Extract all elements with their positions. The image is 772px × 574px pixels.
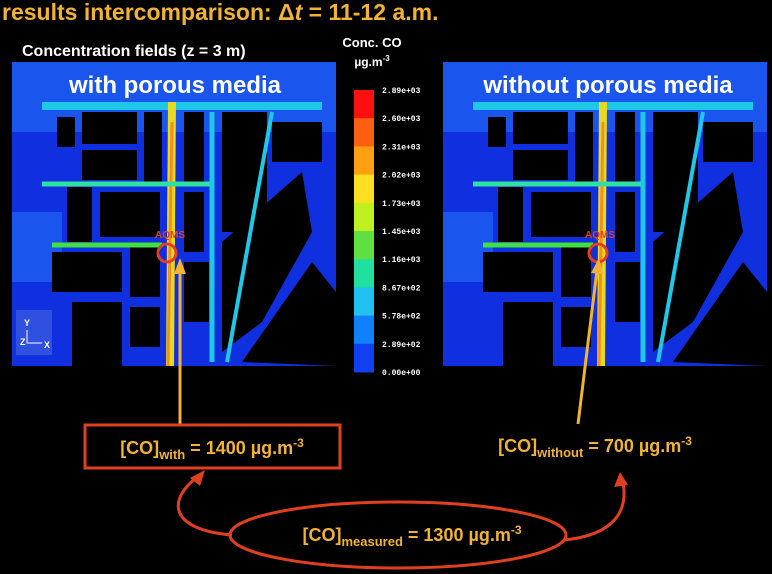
colorbar-label: 1.45e+03: [382, 228, 421, 237]
colorbar-label: 2.31e+03: [382, 143, 421, 152]
symbol: [CO]: [302, 525, 341, 545]
subtitle: Concentration fields (z = 3 m): [22, 43, 246, 60]
colorbar-band: [354, 118, 374, 147]
result-box: [83, 423, 342, 470]
colorbar-label: 2.02e+03: [382, 172, 421, 181]
colorbar-title: Conc. CO: [342, 35, 401, 50]
arrowhead: [614, 472, 628, 487]
value: = 700 µg.m: [583, 436, 681, 456]
colorbar-band: [354, 146, 374, 176]
curved-arrow: [563, 477, 626, 542]
subscript: measured: [341, 534, 402, 549]
axes-triad-box: [16, 310, 52, 355]
map-with: [12, 62, 336, 366]
curved-arrow: [176, 473, 233, 537]
title-prefix: results intercomparison: Δ: [2, 0, 295, 25]
symbol: [CO]: [498, 436, 537, 456]
colorbar-label: 0.00e+00: [382, 369, 421, 378]
exponent: -3: [681, 434, 692, 448]
result-text: [CO]measured = 1300 µg.m-3: [302, 523, 521, 549]
colorbar-label: 1.73e+03: [382, 200, 421, 209]
station-marker: [156, 242, 178, 264]
panel-title: without porous media: [482, 72, 733, 99]
colorbar-label: 8.67e+02: [382, 284, 421, 293]
slide-title: results intercomparison: Δt = 11-12 a.m.: [2, 0, 438, 25]
colorbar-label: 1.16e+03: [382, 256, 421, 265]
station-label: AQMS: [585, 230, 615, 241]
colorbar-label: 2.60e+03: [382, 115, 421, 124]
subscript: with: [158, 447, 185, 462]
axis-y: Y: [24, 318, 30, 328]
colorbar-label: 2.89e+03: [382, 87, 421, 96]
colorbar-band: [354, 90, 374, 119]
subscript: without: [536, 445, 584, 460]
exponent: -3: [293, 436, 304, 450]
colorbar-band: [354, 315, 374, 345]
colorbar: 2.89e+03 2.60e+03 2.31e+03 2.02e+03 1.73e+03…: [354, 87, 421, 378]
symbol: [CO]: [120, 438, 159, 458]
map-without: [443, 62, 767, 366]
station-label: AQMS: [155, 230, 185, 241]
colorbar-band: [354, 259, 374, 288]
panel-title: with porous media: [68, 72, 282, 99]
colorbar-unit: µg.m-3: [354, 54, 390, 69]
value: = 1400 µg.m: [185, 438, 293, 458]
exponent: -3: [511, 523, 522, 537]
colorbar-band: [354, 287, 374, 317]
colorbar-label: 2.89e+02: [382, 341, 421, 350]
title-suffix: = 11-12 a.m.: [302, 0, 438, 25]
arrowhead: [174, 258, 186, 274]
arrowhead: [190, 470, 205, 486]
unit-exponent: -3: [383, 54, 391, 63]
colorbar-band: [354, 202, 374, 232]
value: = 1300 µg.m: [403, 525, 511, 545]
colorbar-band: [354, 231, 374, 260]
result-text: [CO]with = 1400 µg.m-3: [120, 436, 304, 462]
title-variable: t: [295, 0, 304, 25]
arrowhead: [591, 258, 603, 274]
result-text: [CO]without = 700 µg.m-3: [498, 434, 692, 460]
axes-triad: [26, 330, 42, 344]
axis-x: X: [44, 340, 50, 350]
unit: µg.m: [354, 55, 382, 69]
axis-z: Z: [20, 337, 26, 347]
arrow: [576, 261, 600, 425]
colorbar-band: [354, 343, 374, 373]
colorbar-label: 5.78e+02: [382, 313, 421, 322]
colorbar-band: [354, 174, 374, 204]
